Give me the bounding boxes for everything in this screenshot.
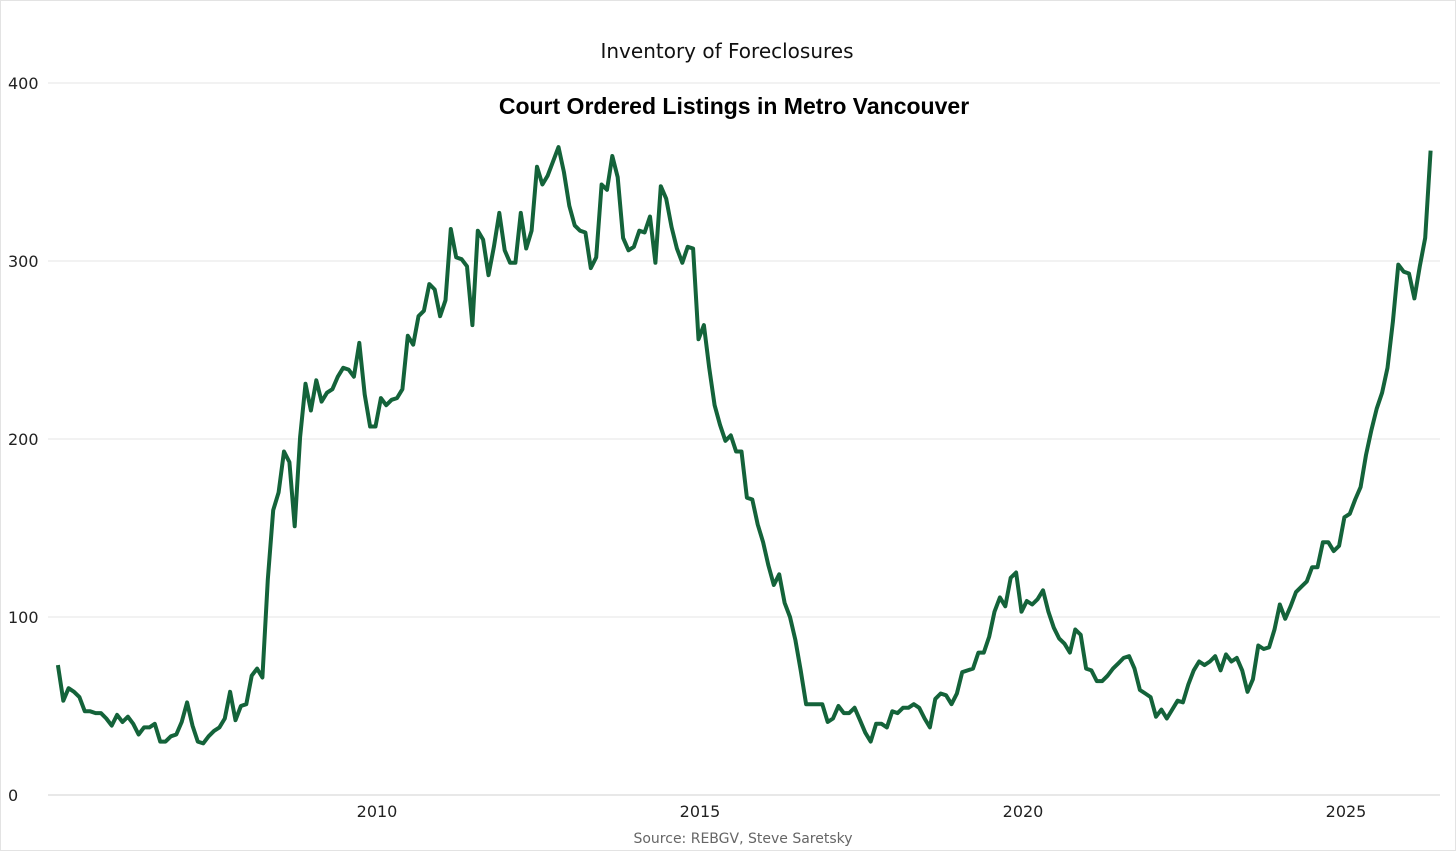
chart-subtitle: Court Ordered Listings in Metro Vancouve…: [499, 93, 969, 119]
chart-source: Source: REBGV, Steve Saretsky: [633, 831, 852, 847]
y-tick-label: 200: [8, 430, 39, 449]
y-tick-label: 0: [8, 786, 18, 805]
x-tick-label: 2025: [1326, 802, 1367, 821]
x-tick-label: 2020: [1003, 802, 1044, 821]
y-tick-label: 300: [8, 252, 39, 271]
series-line: [55, 145, 1433, 746]
x-tick-label: 2010: [357, 802, 398, 821]
x-tick-label: 2015: [680, 802, 721, 821]
chart-title: Inventory of Foreclosures: [600, 39, 853, 63]
y-tick-label: 100: [8, 608, 39, 627]
y-tick-label: 400: [8, 74, 39, 93]
